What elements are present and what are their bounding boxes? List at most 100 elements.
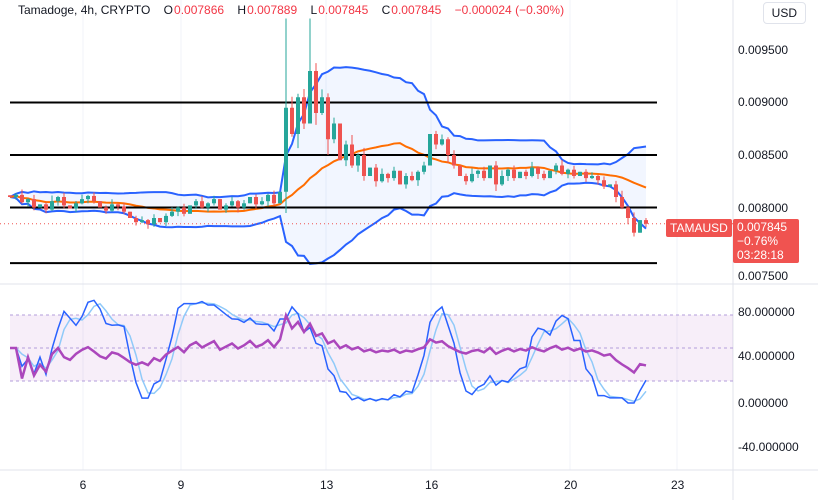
candle-body	[470, 173, 474, 182]
interval: 4h	[80, 3, 95, 17]
candle-body	[398, 170, 402, 185]
candle-body	[242, 203, 246, 208]
candle-body	[164, 215, 168, 223]
candle-body	[536, 167, 540, 174]
price-axis-label: 0.009000	[738, 95, 789, 109]
candle-body	[260, 201, 264, 205]
candle-body	[296, 97, 300, 134]
candle-body	[290, 107, 294, 134]
candle-body	[434, 134, 438, 145]
currency-button[interactable]: USD	[762, 2, 806, 24]
last-price: 0.007845	[737, 220, 788, 234]
candle-body	[488, 165, 492, 179]
candle-body	[638, 220, 642, 233]
candle-body	[422, 165, 426, 172]
candle-body	[614, 184, 618, 197]
candle-body	[110, 204, 114, 211]
last-change: −0.76%	[737, 234, 779, 248]
candle-body	[416, 171, 420, 181]
candle-body	[332, 123, 336, 140]
candle-body	[572, 169, 576, 176]
candle-body	[128, 211, 132, 218]
time-axis-label: 6	[79, 478, 87, 492]
candle-body	[380, 173, 384, 182]
candle-body	[68, 205, 72, 209]
candle-body	[512, 169, 516, 179]
candle-body	[308, 71, 312, 124]
candle-body	[50, 201, 54, 210]
candle-body	[584, 171, 588, 179]
close-label: C	[381, 3, 391, 17]
candle-body	[302, 97, 306, 124]
candle-body	[530, 167, 534, 176]
candle-body	[644, 220, 648, 224]
candle-body	[230, 201, 234, 206]
candle-body	[596, 176, 600, 181]
low-value: 0.007845	[318, 3, 369, 17]
candle-body	[410, 176, 414, 181]
candle-body	[44, 204, 48, 210]
candle-body	[602, 180, 606, 187]
candle-body	[224, 205, 228, 210]
candle-body	[248, 197, 252, 204]
candle-body	[152, 218, 156, 225]
osc-axis-label: 0.000000	[738, 396, 789, 410]
candle-body	[14, 194, 18, 197]
open-label: O	[163, 3, 174, 17]
price-axis-label: 0.007500	[738, 269, 789, 283]
candle-body	[236, 201, 240, 208]
bollinger-lower	[9, 181, 647, 266]
candle-body	[98, 201, 102, 208]
candle-body	[362, 155, 366, 176]
candle-body	[404, 176, 408, 185]
price-axis-label: 0.009500	[738, 43, 789, 57]
candle-body	[116, 204, 120, 207]
candle-body	[446, 139, 450, 155]
candle-body	[542, 173, 546, 179]
candle-body	[158, 218, 162, 223]
candle-body	[626, 207, 630, 218]
candle-body	[314, 71, 318, 113]
candle-body	[482, 170, 486, 179]
time-axis-label: 9	[177, 478, 185, 492]
candle-body	[458, 165, 462, 176]
ohlc-legend: Tamadoge, 4h, CRYPTO O0.007866 H0.007889…	[18, 3, 565, 17]
candle-body	[254, 197, 258, 205]
candle-body	[266, 194, 270, 202]
price-axis-label: 0.008000	[738, 201, 789, 215]
candle-body	[566, 169, 570, 174]
candle-body	[62, 197, 66, 206]
candle-body	[620, 197, 624, 208]
candle-body	[368, 167, 372, 176]
candle-body	[194, 201, 198, 206]
candle-body	[26, 199, 30, 203]
candle-body	[56, 197, 60, 202]
high-label: H	[237, 3, 247, 17]
exchange: CRYPTO	[100, 3, 151, 17]
symbol-tag: TAMAUSD	[666, 219, 732, 237]
candle-body	[200, 201, 204, 208]
candle-body	[500, 176, 504, 185]
low-label: L	[310, 3, 318, 17]
candle-body	[548, 170, 552, 179]
candle-body	[104, 207, 108, 211]
candle-body	[122, 206, 126, 212]
candle-body	[440, 139, 444, 145]
candle-body	[428, 134, 432, 166]
time-axis-label: 16	[425, 478, 439, 492]
candle-body	[206, 203, 210, 208]
stoch-k-line	[10, 299, 647, 404]
candle-body	[188, 205, 192, 214]
candle-body	[452, 155, 456, 166]
time-axis-label: 23	[671, 478, 685, 492]
candle-body	[176, 207, 180, 212]
stoch-d-line	[10, 302, 647, 403]
last-price-tag: 0.007845 −0.76% 03:28:18	[733, 219, 799, 263]
candle-body	[272, 194, 276, 204]
osc-axis-label: 80.000000	[738, 305, 795, 319]
change-value: −0.000024 (−0.30%)	[454, 3, 565, 17]
candle-body	[350, 144, 354, 166]
open-value: 0.007866	[174, 3, 225, 17]
candle-body	[560, 165, 564, 174]
